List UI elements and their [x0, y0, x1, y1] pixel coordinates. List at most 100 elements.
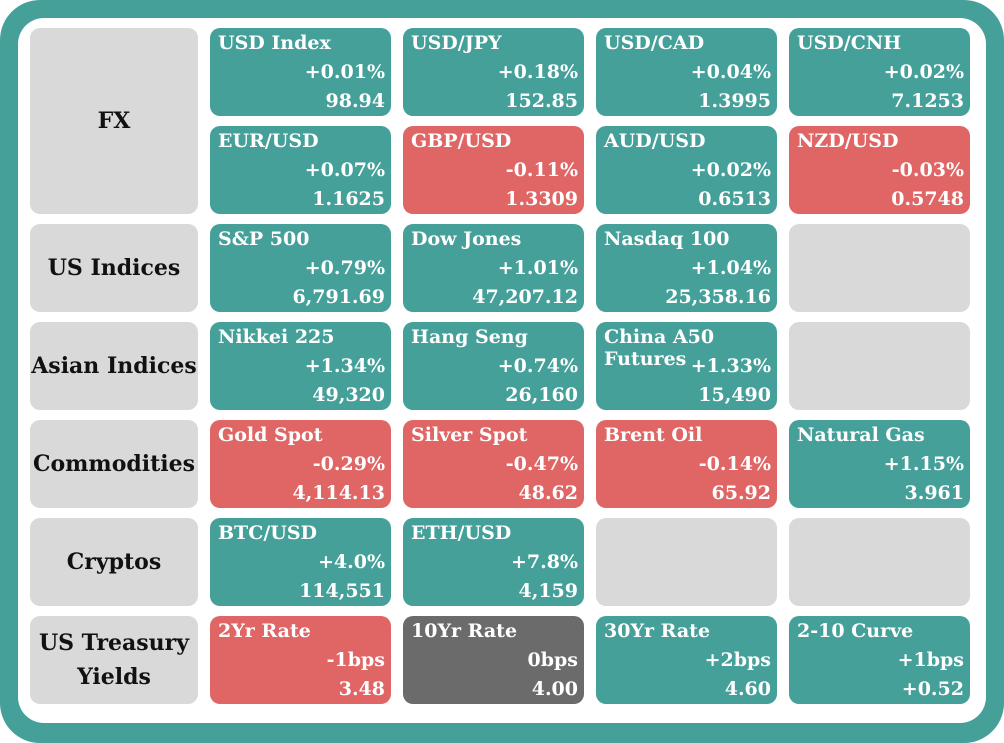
quote-name: BTC/USD [218, 522, 318, 544]
quote-tile-silver-spot[interactable]: Silver Spot -0.47% 48.62 [403, 420, 584, 508]
quote-tile-2-10-curve[interactable]: 2-10 Curve +1bps +0.52 [789, 616, 970, 704]
quote-value: 0.6513 [698, 188, 771, 210]
quote-value: 25,358.16 [665, 286, 771, 308]
quote-value: 15,490 [698, 384, 771, 406]
quote-change: +1.04% [690, 257, 771, 279]
quote-value: 1.1625 [312, 188, 385, 210]
quote-tile-eur-usd[interactable]: EUR/USD +0.07% 1.1625 [210, 126, 391, 214]
quote-tile-eth-usd[interactable]: ETH/USD +7.8% 4,159 [403, 518, 584, 606]
quote-name: Natural Gas [797, 424, 925, 446]
quote-name: 2Yr Rate [218, 620, 311, 642]
quote-tile-dow-jones[interactable]: Dow Jones +1.01% 47,207.12 [403, 224, 584, 312]
quote-tile-brent-oil[interactable]: Brent Oil -0.14% 65.92 [596, 420, 777, 508]
quote-tile-30yr-rate[interactable]: 30Yr Rate +2bps 4.60 [596, 616, 777, 704]
quote-name: Gold Spot [218, 424, 323, 446]
section-label-us-indices: US Indices [30, 224, 198, 312]
quote-name: GBP/USD [411, 130, 512, 152]
quote-change: -0.29% [312, 453, 385, 475]
quote-change: -0.14% [698, 453, 771, 475]
quote-value: 1.3309 [505, 188, 578, 210]
quote-value: +0.52 [901, 678, 964, 700]
quote-change: +0.02% [883, 61, 964, 83]
quote-value: 4.00 [531, 678, 578, 700]
quote-value: 3.961 [904, 482, 965, 504]
quote-value: 1.3995 [698, 90, 771, 112]
quote-value: 0.5748 [891, 188, 964, 210]
section-label-us-treasury-yields: US Treasury Yields [30, 616, 198, 704]
quote-tile-nzd-usd[interactable]: NZD/USD -0.03% 0.5748 [789, 126, 970, 214]
quote-value: 4.60 [724, 678, 771, 700]
quote-change: +0.01% [304, 61, 385, 83]
quote-value: 47,207.12 [472, 286, 578, 308]
quote-name: Hang Seng [411, 326, 528, 348]
quote-change: -1bps [326, 649, 385, 671]
quote-tile-10yr-rate[interactable]: 10Yr Rate 0bps 4.00 [403, 616, 584, 704]
quote-change: -0.47% [505, 453, 578, 475]
section-label-asian-indices: Asian Indices [30, 322, 198, 410]
quote-value: 49,320 [312, 384, 385, 406]
quote-name: USD/CNH [797, 32, 902, 54]
quote-change: +1.01% [497, 257, 578, 279]
quote-value: 98.94 [325, 90, 386, 112]
empty-tile [596, 518, 777, 606]
quote-tile-gold-spot[interactable]: Gold Spot -0.29% 4,114.13 [210, 420, 391, 508]
quote-name: Nasdaq 100 [604, 228, 730, 250]
quote-name: S&P 500 [218, 228, 310, 250]
quote-name: Silver Spot [411, 424, 528, 446]
quote-value: 26,160 [505, 384, 578, 406]
quote-tile-china-a50-futures[interactable]: China A50 Futures +1.33% 15,490 [596, 322, 777, 410]
quote-value: 3.48 [338, 678, 385, 700]
quote-name: USD Index [218, 32, 331, 54]
quote-name: China A50 Futures [604, 326, 715, 370]
quote-tile-gbp-usd[interactable]: GBP/USD -0.11% 1.3309 [403, 126, 584, 214]
section-label-commodities: Commodities [30, 420, 198, 508]
quote-change: +2bps [704, 649, 771, 671]
empty-tile [789, 224, 970, 312]
quote-change: +1.34% [304, 355, 385, 377]
quote-tile-hang-seng[interactable]: Hang Seng +0.74% 26,160 [403, 322, 584, 410]
quote-name: 2-10 Curve [797, 620, 914, 642]
quote-change: +0.79% [304, 257, 385, 279]
section-label-cryptos: Cryptos [30, 518, 198, 606]
quote-name: NZD/USD [797, 130, 899, 152]
quote-change: +0.04% [690, 61, 771, 83]
quote-value: 4,159 [518, 580, 579, 602]
quote-change: -0.11% [505, 159, 578, 181]
quote-tile-btc-usd[interactable]: BTC/USD +4.0% 114,551 [210, 518, 391, 606]
quote-name: 10Yr Rate [411, 620, 518, 642]
quote-name: EUR/USD [218, 130, 319, 152]
quote-value: 65.92 [711, 482, 772, 504]
quote-change: +1.33% [690, 355, 771, 377]
quote-change: +1bps [897, 649, 964, 671]
quote-tile-natural-gas[interactable]: Natural Gas +1.15% 3.961 [789, 420, 970, 508]
quote-change: -0.03% [891, 159, 964, 181]
quote-tile-aud-usd[interactable]: AUD/USD +0.02% 0.6513 [596, 126, 777, 214]
quote-tile-s-p-500[interactable]: S&P 500 +0.79% 6,791.69 [210, 224, 391, 312]
quote-name: 30Yr Rate [604, 620, 711, 642]
quote-value: 114,551 [299, 580, 385, 602]
quote-tile-usd-index[interactable]: USD Index +0.01% 98.94 [210, 28, 391, 116]
quote-name: Brent Oil [604, 424, 703, 446]
quote-value: 152.85 [505, 90, 578, 112]
empty-tile [789, 518, 970, 606]
quote-tile-usd-cad[interactable]: USD/CAD +0.04% 1.3995 [596, 28, 777, 116]
market-grid: FX USD Index +0.01% 98.94 USD/JPY +0.18% 152.8… [30, 28, 974, 714]
quote-change: +7.8% [510, 551, 578, 573]
quote-tile-nikkei-225[interactable]: Nikkei 225 +1.34% 49,320 [210, 322, 391, 410]
quote-name: AUD/USD [604, 130, 706, 152]
quote-tile-usd-jpy[interactable]: USD/JPY +0.18% 152.85 [403, 28, 584, 116]
quote-name: ETH/USD [411, 522, 512, 544]
quote-change: 0bps [527, 649, 579, 671]
quote-tile-2yr-rate[interactable]: 2Yr Rate -1bps 3.48 [210, 616, 391, 704]
quote-change: +0.18% [497, 61, 578, 83]
quote-name: USD/JPY [411, 32, 502, 54]
quote-change: +0.07% [304, 159, 385, 181]
quote-change: +0.02% [690, 159, 771, 181]
quote-tile-nasdaq-100[interactable]: Nasdaq 100 +1.04% 25,358.16 [596, 224, 777, 312]
quote-value: 6,791.69 [292, 286, 385, 308]
quote-change: +1.15% [883, 453, 964, 475]
quote-value: 7.1253 [891, 90, 964, 112]
quote-tile-usd-cnh[interactable]: USD/CNH +0.02% 7.1253 [789, 28, 970, 116]
quote-value: 4,114.13 [292, 482, 385, 504]
empty-tile [789, 322, 970, 410]
